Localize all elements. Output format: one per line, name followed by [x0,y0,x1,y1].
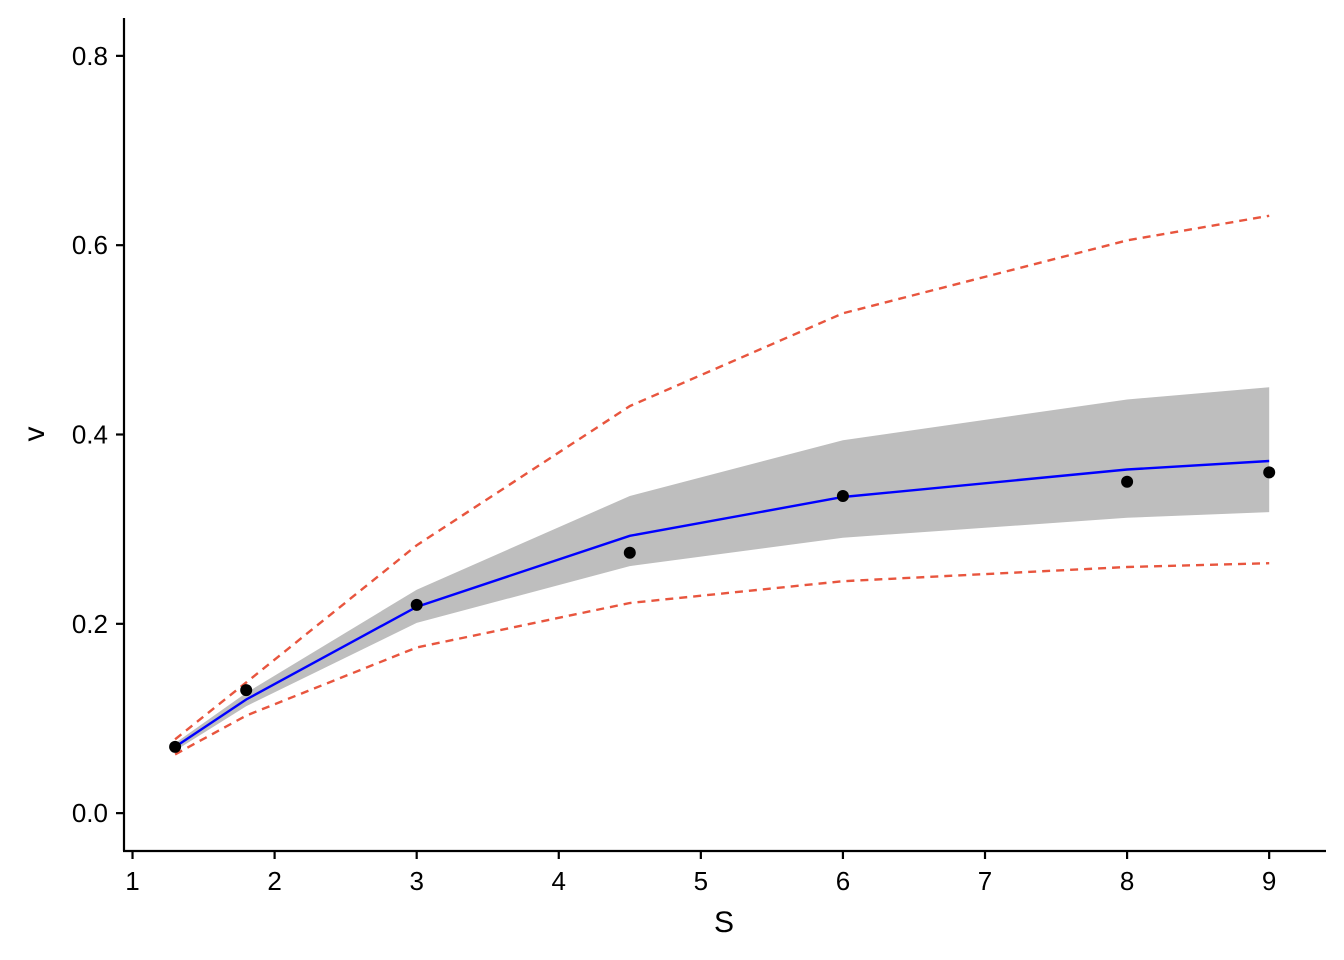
plot-area [169,214,1276,756]
x-tick-label: 9 [1262,866,1276,896]
x-tick-label: 3 [409,866,423,896]
fit-line [174,459,1270,748]
x-tick-label: 8 [1120,866,1134,896]
data-point [240,684,253,697]
y-tick-label: 0.0 [72,798,108,828]
y-tick-label: 0.4 [72,420,108,450]
prediction-interval-lower [174,562,1270,756]
data-point [1121,475,1134,488]
x-tick-label: 6 [836,866,850,896]
data-point [1263,466,1276,479]
x-tick-label: 7 [978,866,992,896]
y-tick-label: 0.2 [72,609,108,639]
data-point [836,490,849,502]
prediction-interval-upper [174,214,1270,741]
confidence-band [175,387,1270,751]
data-point [623,546,636,559]
x-tick-label: 1 [125,866,139,896]
data-point [169,740,182,753]
x-tick-label: 5 [694,866,708,896]
x-tick-label: 2 [267,866,281,896]
y-axis-title: v [18,427,51,442]
x-tick-label: 4 [552,866,566,896]
y-tick-label: 0.6 [72,230,108,260]
y-tick-label: 0.8 [72,41,108,71]
x-axis-title: S [714,906,734,939]
axes: 1 2 3 4 5 6 7 8 9 0.0 0.2 0.4 0.6 0.8 [72,18,1326,896]
data-point [410,598,423,611]
